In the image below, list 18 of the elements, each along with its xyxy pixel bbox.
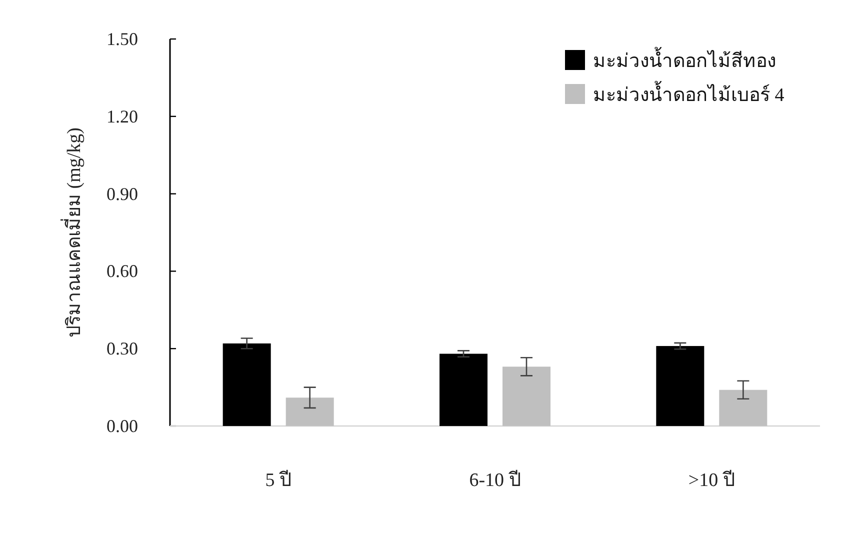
bar	[656, 346, 704, 426]
legend-label: มะม่วงน้ำดอกไม้เบอร์ 4	[593, 81, 785, 106]
y-tick-label: 0.90	[106, 184, 138, 204]
x-tick-label: >10 ปี	[688, 469, 735, 491]
y-tick-label: 0.60	[106, 261, 138, 282]
y-axis-title: ปริมาณแคดเมี่ยม (mg/kg)	[60, 128, 85, 338]
x-tick-label: 6-10 ปี	[469, 469, 521, 491]
x-tick-label: 5 ปี	[265, 469, 292, 491]
y-tick-label: 0.00	[106, 416, 138, 436]
y-tick-label: 0.30	[106, 338, 138, 359]
legend-label: มะม่วงน้ำดอกไม้สีทอง	[593, 47, 776, 72]
y-tick-label: 1.20	[106, 106, 138, 126]
y-tick-label: 1.50	[106, 29, 138, 49]
bar	[286, 398, 334, 426]
bar	[222, 343, 271, 426]
bar	[502, 366, 550, 426]
bar	[719, 390, 768, 426]
bar	[440, 354, 488, 426]
